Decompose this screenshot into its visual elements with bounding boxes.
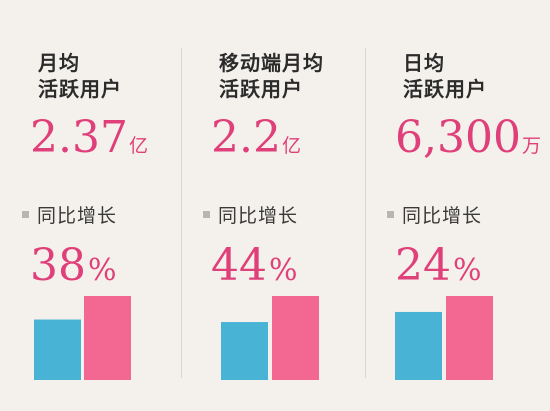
yoy-label-text: 同比增长 bbox=[37, 205, 118, 227]
panel-heading: 日均 活跃用户 bbox=[403, 50, 487, 102]
divider-1 bbox=[181, 48, 182, 378]
yoy-percent: 24% bbox=[395, 240, 482, 292]
metric-unit: 亿 bbox=[281, 135, 301, 157]
panel-daily-active-users: 日均 活跃用户 6,300万 同比增长 24% bbox=[365, 0, 550, 411]
bar-current bbox=[272, 296, 319, 380]
yoy-sign: % bbox=[88, 253, 117, 288]
metric-number: 2.2 bbox=[211, 112, 281, 163]
metric-number: 6,300 bbox=[395, 112, 521, 163]
bar-previous bbox=[395, 311, 442, 380]
yoy-label-text: 同比增长 bbox=[218, 205, 299, 227]
yoy-number: 44 bbox=[211, 240, 267, 291]
panel-monthly-active-users: 月均 活跃用户 2.37亿 同比增长 38% bbox=[0, 0, 180, 411]
yoy-percent: 38% bbox=[30, 240, 117, 292]
bar-current bbox=[84, 296, 131, 380]
yoy-bar-chart bbox=[395, 296, 493, 380]
bar-previous bbox=[34, 319, 81, 380]
heading-line-1: 日均 bbox=[403, 51, 445, 75]
bar-previous bbox=[221, 322, 268, 380]
yoy-sign: % bbox=[453, 253, 482, 288]
yoy-number: 38 bbox=[30, 240, 86, 291]
yoy-bar-chart bbox=[221, 296, 319, 380]
bullet-square-icon bbox=[22, 211, 29, 218]
panel-heading: 移动端月均 活跃用户 bbox=[219, 50, 324, 102]
yoy-number: 24 bbox=[395, 240, 451, 291]
heading-line-1: 月均 bbox=[38, 51, 80, 75]
yoy-label: 同比增长 bbox=[203, 201, 298, 228]
heading-line-2: 活跃用户 bbox=[38, 77, 122, 101]
metric-value: 6,300万 bbox=[395, 112, 541, 164]
divider-2 bbox=[365, 48, 366, 378]
yoy-label: 同比增长 bbox=[22, 201, 117, 228]
yoy-sign: % bbox=[269, 253, 298, 288]
metric-unit: 亿 bbox=[128, 135, 148, 157]
heading-line-2: 活跃用户 bbox=[403, 77, 487, 101]
heading-line-1: 移动端月均 bbox=[219, 51, 324, 75]
panel-mobile-monthly-active-users: 移动端月均 活跃用户 2.2亿 同比增长 44% bbox=[181, 0, 364, 411]
yoy-bar-chart bbox=[34, 296, 131, 380]
yoy-label: 同比增长 bbox=[387, 201, 482, 228]
bar-current bbox=[446, 296, 493, 380]
metric-unit: 万 bbox=[521, 135, 541, 157]
metric-value: 2.2亿 bbox=[211, 112, 301, 164]
bullet-square-icon bbox=[203, 211, 210, 218]
yoy-label-text: 同比增长 bbox=[402, 205, 483, 227]
metric-value: 2.37亿 bbox=[30, 112, 148, 164]
yoy-percent: 44% bbox=[211, 240, 298, 292]
heading-line-2: 活跃用户 bbox=[219, 77, 303, 101]
metric-number: 2.37 bbox=[30, 112, 128, 163]
bullet-square-icon bbox=[387, 211, 394, 218]
panel-heading: 月均 活跃用户 bbox=[38, 50, 122, 102]
